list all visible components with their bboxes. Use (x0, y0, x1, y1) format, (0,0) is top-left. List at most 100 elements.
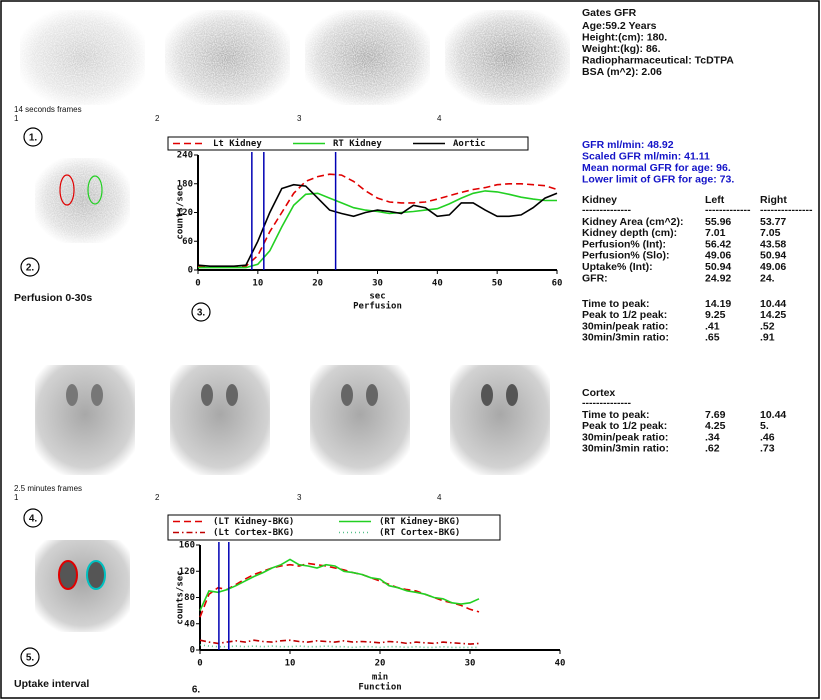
frame-number: 4 (437, 493, 442, 502)
table-cell: 30min/peak ratio: (582, 431, 668, 443)
x-tick-label: 50 (492, 279, 503, 289)
gfr-line: GFR ml/min: 48.92 (582, 139, 674, 151)
x-tick-label: 0 (197, 659, 202, 669)
legend-label: (Lt Cortex-BKG) (213, 528, 294, 538)
table-cell: Kidney Area (cm^2): (582, 216, 683, 228)
uptake-image (35, 540, 130, 632)
y-axis-label: counts/sec (176, 185, 186, 239)
table-cell: Uptake% (Int): (582, 261, 653, 273)
legend-label: (RT Cortex-BKG) (379, 528, 460, 538)
x-tick-label: 10 (285, 659, 296, 669)
table-cell: 49.06 (705, 250, 731, 262)
step-label: 4. (29, 514, 38, 525)
gfr-line: Scaled GFR ml/min: 41.11 (582, 150, 710, 162)
top-frames (15, 5, 575, 105)
frame-number: 2 (155, 493, 160, 502)
x-tick-label: 20 (312, 279, 323, 289)
table-cell: .41 (705, 320, 720, 332)
table-cell: 10.44 (760, 298, 786, 310)
info-line: Weight:(kg): 86. (582, 43, 661, 55)
table-cell: .73 (760, 443, 775, 455)
step-label: 1. (29, 133, 38, 144)
info-line: Age:59.2 Years (582, 20, 657, 32)
table-cell: 30min/3min ratio: (582, 332, 669, 344)
table-cell: .65 (705, 332, 720, 344)
step-label: 2. (26, 263, 35, 274)
step-label: 3. (197, 308, 206, 319)
table-cell: 24. (760, 272, 775, 284)
table-cell: .52 (760, 320, 775, 332)
table-cell: .34 (705, 431, 720, 443)
x-tick-label: 30 (465, 659, 476, 669)
series-line (200, 640, 479, 644)
table-cell: Time to peak: (582, 409, 650, 421)
chart-subtitle: Perfusion (353, 301, 402, 312)
table-cell: .46 (760, 431, 775, 443)
info-line: BSA (m^2): 2.06 (582, 66, 662, 78)
x-axis-label: min (372, 672, 388, 683)
y-tick-label: 160 (179, 541, 195, 551)
legend-label: RT Kidney (333, 138, 382, 149)
table-cell: Peak to 1/2 peak: (582, 420, 667, 432)
series-line (200, 559, 479, 610)
table-cell: .62 (705, 443, 720, 455)
legend-label: (RT Kidney-BKG) (379, 516, 460, 527)
table-cell: 30min/peak ratio: (582, 320, 668, 332)
x-tick-label: 20 (375, 659, 386, 669)
report: Gates GFRAge:59.2 YearsHeight:(cm): 180.… (0, 0, 821, 700)
caption: Uptake interval (14, 678, 89, 690)
step-label: 6. (192, 685, 201, 696)
series-line (200, 645, 479, 648)
table-separator: -------------- (582, 397, 631, 409)
info-title: Gates GFR (582, 7, 637, 19)
table-cell: 14.25 (760, 309, 786, 321)
table-cell: 24.92 (705, 272, 731, 284)
table-cell: 7.01 (705, 227, 726, 239)
x-tick-label: 10 (252, 279, 263, 289)
table-cell: Perfusion% (Int): (582, 238, 666, 250)
table-cell: GFR: (582, 272, 608, 284)
legend-label: Aortic (453, 138, 486, 149)
table-cell: 50.94 (760, 250, 786, 262)
frame-number: 3 (297, 114, 302, 123)
frame-number: 1 (14, 493, 19, 502)
table-cell: 53.77 (760, 216, 786, 228)
frame-number: 3 (297, 493, 302, 502)
y-tick-label: 80 (184, 593, 195, 603)
legend-label: (LT Kidney-BKG) (213, 516, 294, 527)
y-tick-label: 40 (184, 619, 195, 629)
y-tick-label: 240 (177, 151, 193, 161)
y-tick-label: 0 (190, 646, 195, 656)
table-separator: --------------- (760, 204, 813, 216)
table-cell: 14.19 (705, 298, 731, 310)
table-cell: 5. (760, 420, 769, 432)
table-cell: 10.44 (760, 409, 786, 421)
series-line (200, 563, 479, 617)
table-cell: .91 (760, 332, 775, 344)
frame-number: 2 (155, 114, 160, 123)
x-tick-label: 60 (552, 279, 563, 289)
table-separator: ------------- (705, 204, 751, 216)
x-axis-label: sec (369, 292, 385, 302)
frame-number: 1 (14, 114, 19, 123)
info-line: Radiopharmaceutical: TcDTPA (582, 54, 734, 66)
table-cell: Kidney depth (cm): (582, 227, 677, 239)
frame-number: 4 (437, 114, 442, 123)
table-cell: 43.58 (760, 238, 786, 250)
frames-label: 14 seconds frames (14, 105, 82, 114)
roi-image (35, 158, 130, 243)
table-cell: 4.25 (705, 420, 726, 432)
table-cell: 56.42 (705, 238, 731, 250)
caption: Perfusion 0-30s (14, 292, 92, 304)
x-tick-label: 30 (372, 279, 383, 289)
y-tick-label: 0 (188, 266, 193, 276)
table-cell: 9.25 (705, 309, 726, 321)
table-cell: 55.96 (705, 216, 731, 228)
table-cell: Peak to 1/2 peak: (582, 309, 667, 321)
x-tick-label: 40 (555, 659, 566, 669)
x-tick-label: 40 (432, 279, 443, 289)
gfr-line: Mean normal GFR for age: 96. (582, 162, 731, 174)
legend-label: Lt Kidney (213, 138, 262, 149)
info-line: Height:(cm): 180. (582, 31, 667, 43)
chart-subtitle: Function (358, 682, 401, 693)
